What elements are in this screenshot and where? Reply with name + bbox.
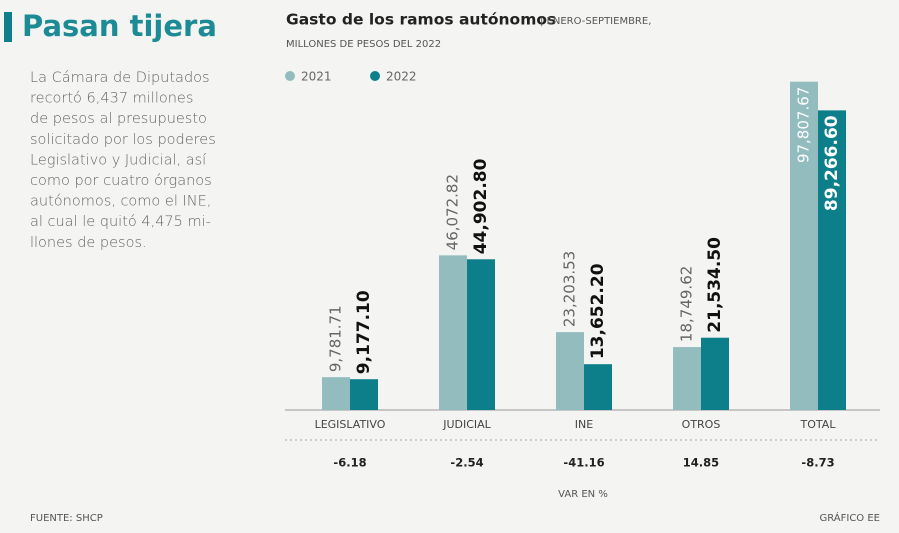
value-label: 21,534.50	[705, 237, 725, 333]
paragraph-line: al cual le quitó 4,475 mi-	[30, 214, 211, 230]
value-label: 46,072.82	[444, 174, 462, 250]
x-tick-label: JUDICIAL	[442, 418, 491, 431]
chart-subtitle: | ENERO-SEPTIEMBRE,	[540, 16, 651, 27]
bar	[350, 379, 378, 410]
paragraph-line: de pesos al presupuesto	[30, 111, 207, 127]
variation-value: -6.18	[333, 456, 366, 470]
headline-marker	[4, 12, 12, 42]
variation-value: -8.73	[801, 456, 834, 470]
bar	[322, 377, 350, 410]
bar	[673, 347, 701, 410]
variation-value: -41.16	[563, 456, 604, 470]
chart-title: Gasto de los ramos autónomos	[286, 11, 556, 29]
bar	[467, 259, 495, 410]
value-label: 23,203.53	[561, 251, 579, 327]
value-label: 13,652.20	[588, 263, 608, 359]
legend-label: 2022	[386, 70, 417, 84]
paragraph-line: llones de pesos.	[30, 235, 147, 251]
source: FUENTE: SHCP	[30, 513, 103, 524]
bar	[701, 337, 729, 410]
bar	[790, 81, 818, 410]
legend-label: 2021	[301, 70, 332, 84]
value-label: 18,749.62	[678, 266, 696, 342]
paragraph-line: recortó 6,437 millones	[30, 91, 193, 107]
variation-value: 14.85	[683, 456, 719, 470]
legend-swatch	[370, 71, 380, 81]
headline: Pasan tijera	[22, 9, 217, 43]
value-label: 89,266.60	[822, 115, 842, 211]
bar	[439, 255, 467, 410]
x-tick-label: OTROS	[682, 418, 721, 431]
chart-subtitle: MILLONES DE PESOS DEL 2022	[286, 39, 441, 50]
value-label: 97,807.67	[795, 87, 813, 163]
legend-swatch	[285, 71, 295, 81]
value-label: 9,177.10	[354, 290, 374, 374]
value-label: 44,902.80	[471, 158, 491, 254]
x-tick-label: TOTAL	[800, 418, 837, 431]
bar	[556, 332, 584, 410]
bar	[584, 364, 612, 410]
variation-value: -2.54	[450, 456, 483, 470]
variation-label: VAR EN %	[558, 489, 608, 500]
paragraph-line: La Cámara de Diputados	[30, 70, 210, 86]
paragraph-line: autónomos, como el INE,	[30, 194, 211, 210]
credit: GRÁFICO EE	[819, 511, 880, 524]
x-tick-label: LEGISLATIVO	[315, 418, 386, 431]
x-tick-label: INE	[575, 418, 593, 431]
bar	[818, 110, 846, 411]
paragraph-line: como por cuatro órganos	[30, 173, 212, 189]
paragraph-line: solicitado por los poderes	[30, 132, 216, 148]
value-label: 9,781.71	[327, 305, 345, 372]
paragraph-line: Legislativo y Judicial, así	[30, 152, 206, 168]
